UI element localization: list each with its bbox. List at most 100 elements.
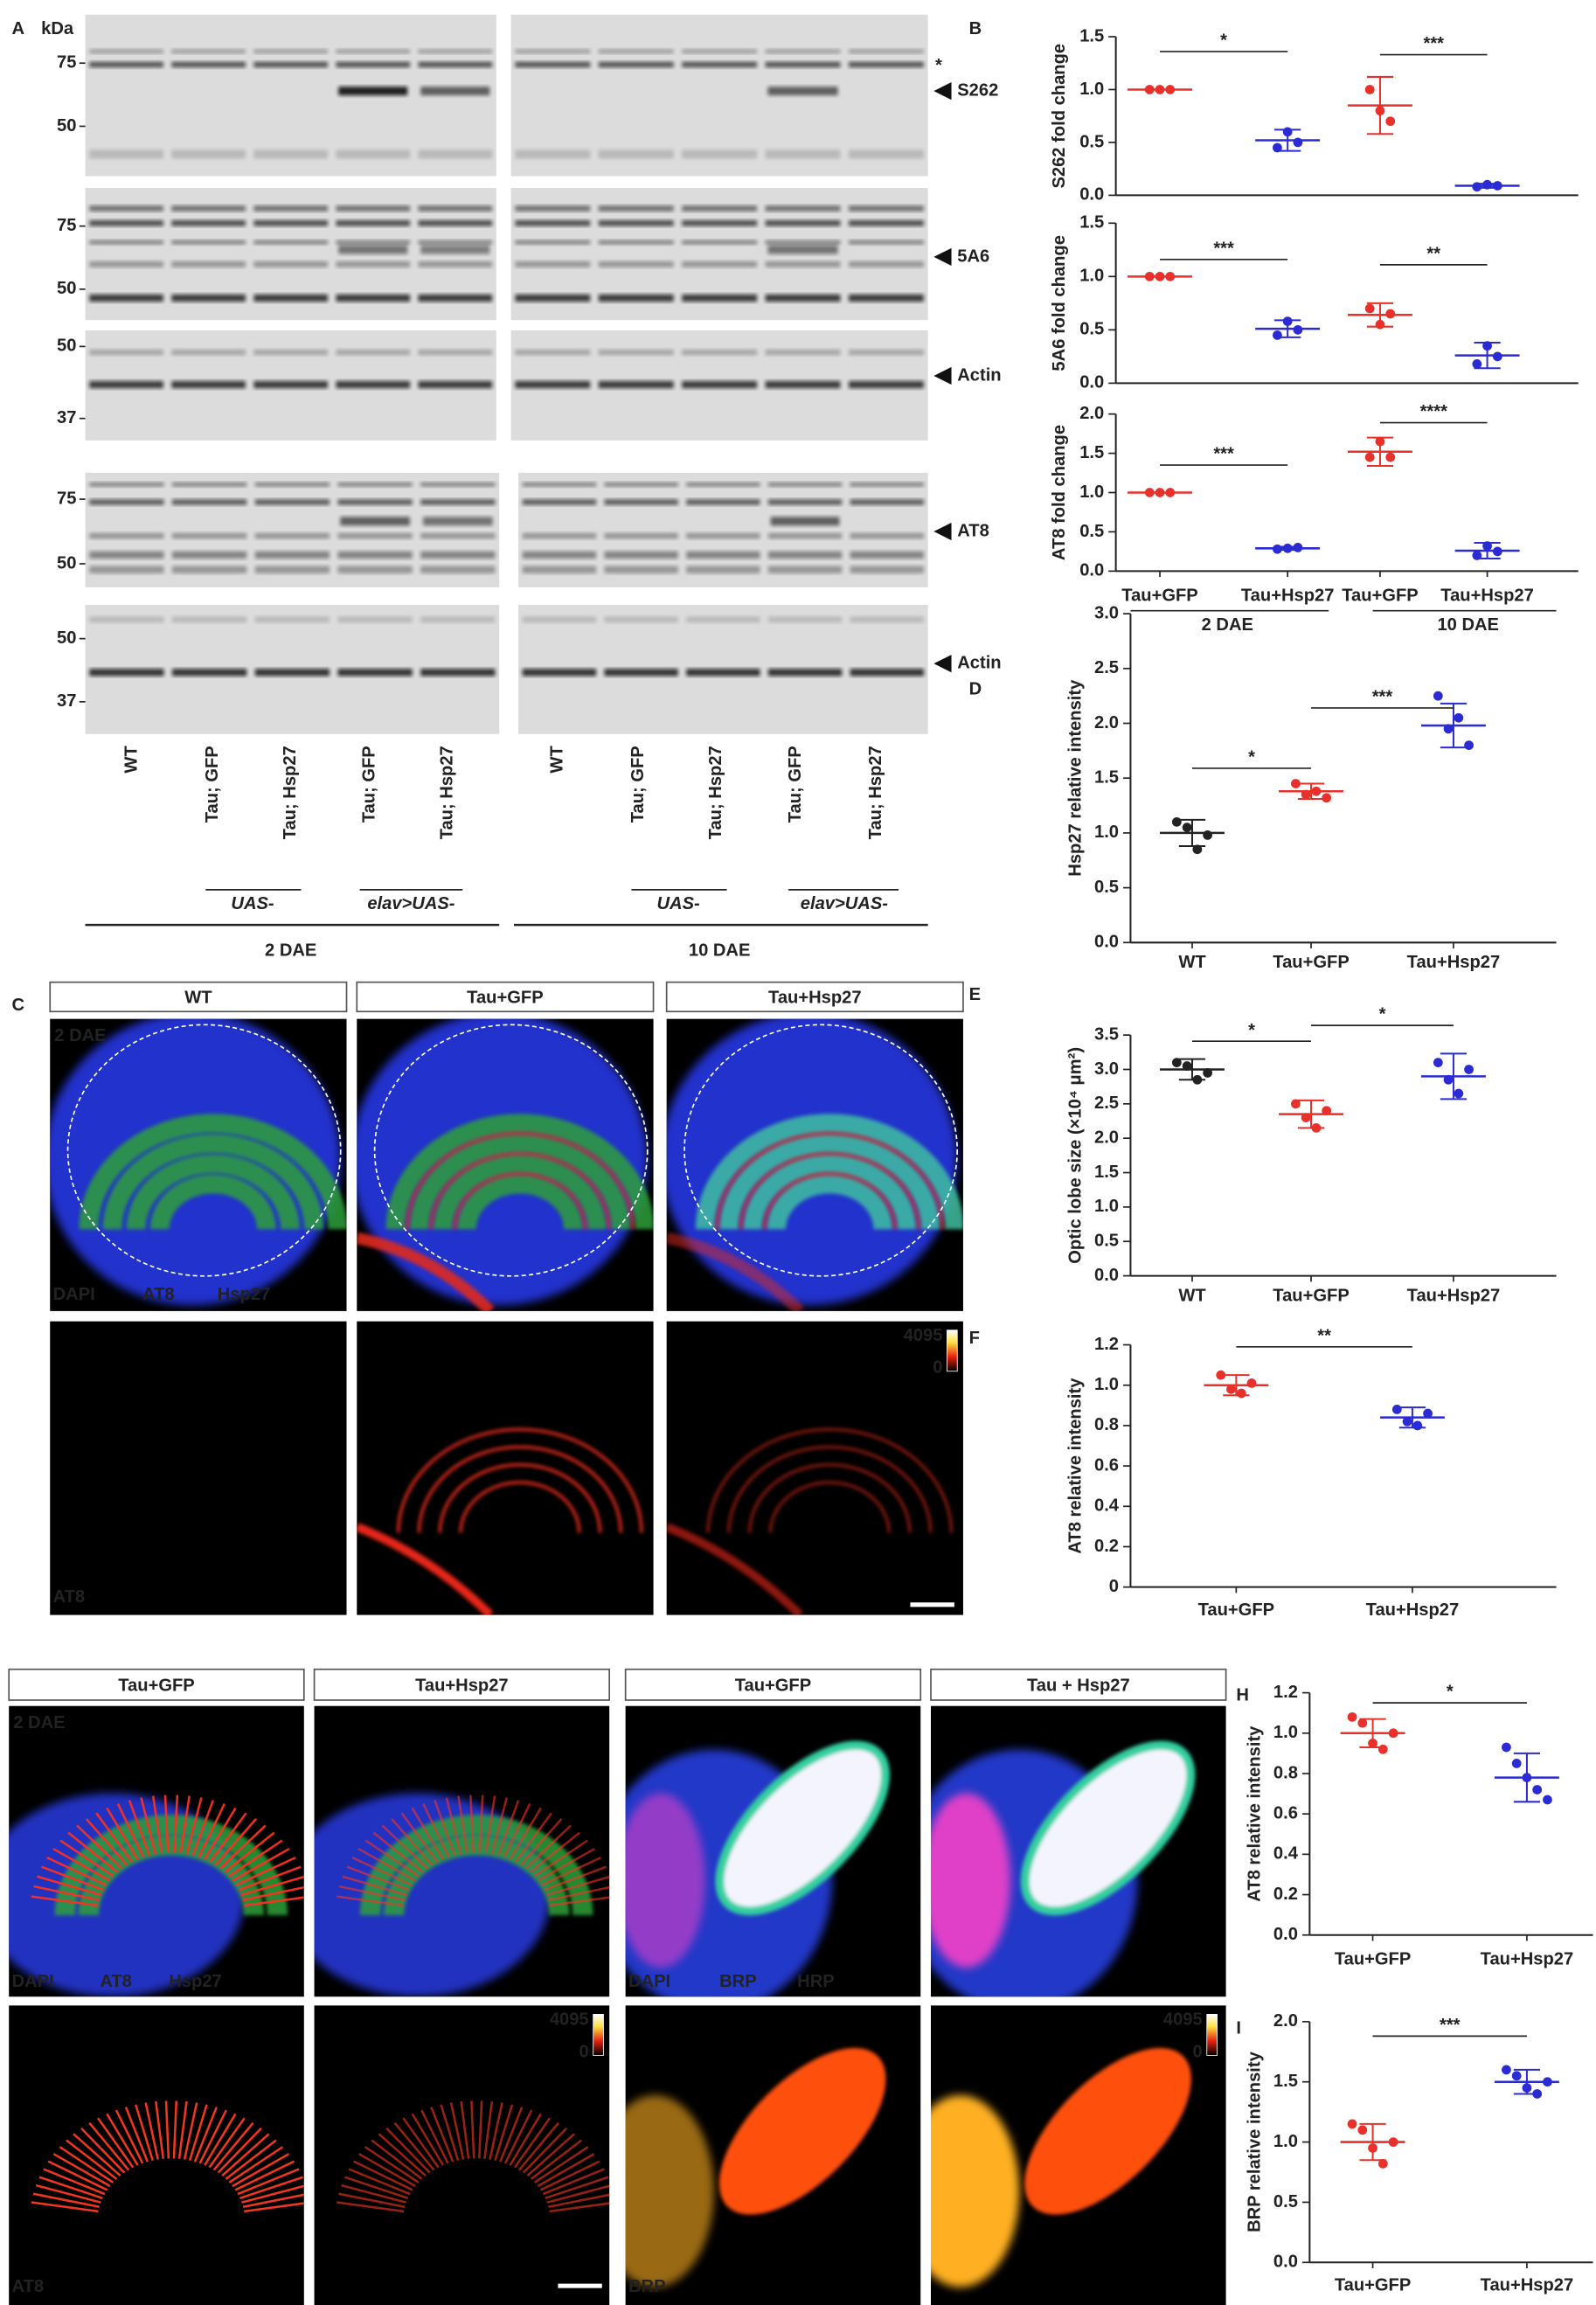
stain-label: Hsp27 (169, 1972, 221, 1991)
band (253, 219, 329, 226)
y-axis-label: 5A6 fold change (1050, 235, 1069, 371)
tissue (344, 2176, 409, 2200)
band (515, 149, 591, 159)
panel-header-text: Tau+GFP (735, 1676, 811, 1695)
band (253, 205, 329, 212)
tissue (232, 1847, 290, 1882)
micrograph-content (9, 1793, 304, 1997)
tissue (244, 1896, 304, 1907)
tissue (209, 1812, 247, 1864)
tissue (718, 2047, 886, 2215)
y-tick-label: 0.0 (1273, 2253, 1298, 2272)
band (89, 219, 163, 226)
band (171, 219, 246, 226)
stain-label: AT8 (53, 1587, 86, 1607)
data-point (1322, 793, 1332, 803)
tissue (66, 2139, 118, 2180)
band (254, 616, 330, 623)
panel-header-text: Tau+GFP (118, 1676, 194, 1695)
tissue (128, 1800, 151, 1857)
arrowhead (933, 247, 952, 267)
micrograph (666, 1018, 963, 1311)
band (849, 61, 924, 68)
tissue (32, 2192, 100, 2208)
arrowhead (933, 82, 952, 101)
band (765, 49, 841, 54)
y-tick-label: 0.0 (1079, 373, 1104, 392)
band (253, 380, 329, 389)
tissue (224, 1831, 275, 1873)
tissue (547, 1885, 610, 1902)
band (338, 87, 408, 96)
band (171, 149, 246, 159)
tissue (695, 1114, 963, 1230)
panel-header-text: WT (184, 988, 212, 1007)
band (340, 517, 410, 526)
outline (373, 1024, 649, 1277)
band (336, 149, 411, 159)
y-tick-label: 1.0 (1079, 267, 1104, 286)
tissue (179, 1795, 191, 1854)
band (336, 294, 411, 302)
y-tick-label: 3.0 (1094, 603, 1119, 622)
colorbar (947, 1330, 958, 1372)
tissue (342, 1875, 407, 1897)
tissue (232, 2153, 289, 2188)
tissue (743, 1154, 917, 1230)
tissue (440, 2104, 460, 2161)
tissue (540, 1857, 602, 1886)
tissue (163, 1795, 170, 1853)
tissue (341, 2184, 406, 2204)
tissue (116, 1802, 145, 1858)
band (337, 499, 413, 505)
colorbar-max: 4095 (550, 2010, 589, 2029)
band (765, 219, 841, 226)
band (686, 482, 760, 487)
tissue (422, 1802, 450, 1858)
tissue (715, 1131, 945, 1230)
band (682, 49, 758, 54)
band (89, 49, 163, 54)
micrograph-content (625, 1740, 891, 1997)
band (336, 219, 411, 226)
tissue (397, 1427, 643, 1533)
tissue (193, 2107, 218, 2163)
y-tick-label: 1.5 (1273, 2072, 1298, 2091)
micrograph-bg (50, 1321, 347, 1615)
band (418, 349, 493, 356)
band (89, 566, 164, 573)
band (598, 260, 674, 267)
tissue (338, 1885, 406, 1902)
tissue (235, 1857, 296, 1886)
tissue (73, 2133, 121, 2177)
kda-marker: 50 (57, 628, 76, 648)
micrograph-content (337, 2100, 610, 2213)
band (849, 349, 924, 356)
y-tick-label: 0.5 (1079, 522, 1104, 541)
tissue (54, 1815, 288, 1916)
tissue (358, 2153, 416, 2188)
tissue (503, 2109, 533, 2164)
tissue (228, 1839, 283, 1878)
stain-label: Hsp27 (218, 1285, 270, 1304)
band (254, 669, 330, 677)
significance-label: * (1220, 31, 1227, 50)
tissue (524, 1824, 572, 1870)
band (171, 260, 246, 267)
band (849, 260, 924, 267)
tissue (217, 2127, 262, 2174)
tissue (503, 1802, 531, 1858)
tissue (478, 1795, 484, 1853)
panel-header (313, 1668, 611, 1701)
band (515, 219, 591, 226)
tissue (212, 2121, 254, 2171)
tissue (198, 2109, 227, 2164)
band (598, 149, 674, 159)
data-point (1364, 452, 1375, 462)
tissue (357, 1847, 416, 1882)
band (172, 566, 247, 573)
tissue (549, 1896, 610, 1907)
micrograph-content (50, 1018, 347, 1306)
tissue (727, 1445, 933, 1533)
band (336, 61, 411, 68)
